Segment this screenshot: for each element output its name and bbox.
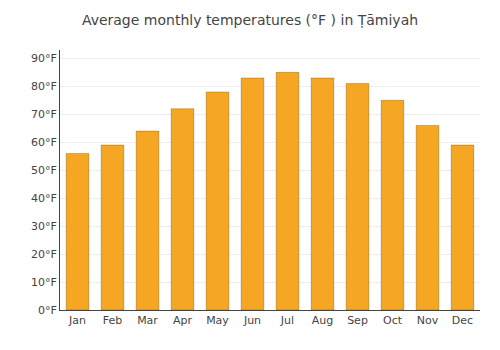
svg-text:Average monthly temperatures (: Average monthly temperatures (°F ) in Ṭā… [82, 12, 418, 28]
svg-text:80°F: 80°F [31, 80, 57, 93]
svg-text:Apr: Apr [173, 314, 193, 327]
svg-text:Feb: Feb [103, 314, 122, 327]
svg-text:50°F: 50°F [31, 164, 57, 177]
svg-text:30°F: 30°F [31, 220, 57, 233]
svg-text:Sep: Sep [347, 314, 368, 327]
svg-text:Mar: Mar [137, 314, 158, 327]
svg-text:Jun: Jun [243, 314, 261, 327]
svg-text:Jan: Jan [68, 314, 86, 327]
svg-text:0°F: 0°F [38, 304, 57, 317]
svg-text:20°F: 20°F [31, 248, 57, 261]
svg-text:Jul: Jul [280, 314, 294, 327]
svg-text:Oct: Oct [383, 314, 403, 327]
svg-text:60°F: 60°F [31, 136, 57, 149]
svg-text:40°F: 40°F [31, 192, 57, 205]
svg-text:70°F: 70°F [31, 108, 57, 121]
svg-text:10°F: 10°F [31, 276, 57, 289]
svg-text:Aug: Aug [312, 314, 333, 327]
svg-text:Nov: Nov [417, 314, 439, 327]
svg-text:Dec: Dec [452, 314, 473, 327]
svg-text:90°F: 90°F [31, 52, 57, 65]
svg-text:May: May [206, 314, 229, 327]
